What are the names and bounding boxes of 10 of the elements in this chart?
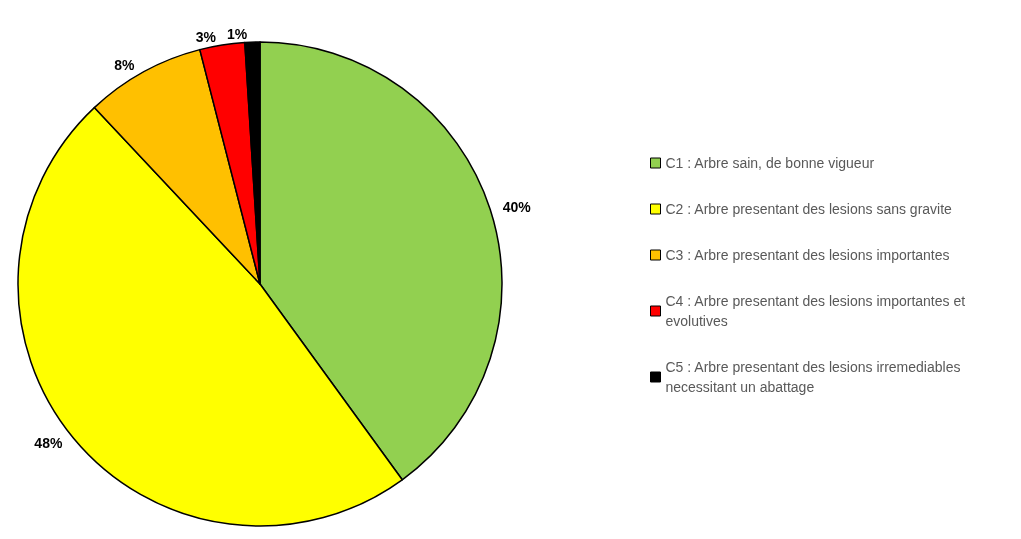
legend-label: C5 : Arbre presentant des lesions irremediables necessitant un abattage xyxy=(665,359,965,395)
data-label: 1% xyxy=(226,26,248,43)
data-label: 8% xyxy=(114,56,136,73)
legend-label: C1 : Arbre sain, de bonne vigueur xyxy=(665,155,875,171)
data-label: 40% xyxy=(502,198,532,215)
data-label: 3% xyxy=(195,29,217,46)
legend-label: C3 : Arbre presentant des lesions importantes xyxy=(665,247,950,263)
legend-label: C4 : Arbre presentant des lesions importantes et evolutives xyxy=(665,293,969,329)
data-label: 48% xyxy=(34,435,63,452)
legend-label: C2 : Arbre presentant des lesions sans gravite xyxy=(665,201,953,217)
